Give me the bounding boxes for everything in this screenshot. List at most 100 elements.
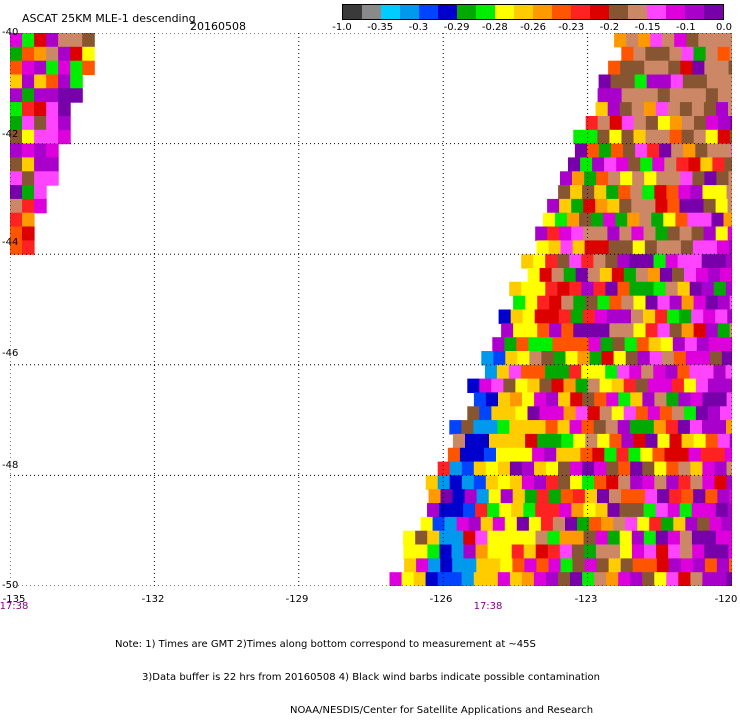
swath-cell: [705, 433, 719, 449]
swath-cell: [730, 116, 732, 131]
swath-cell: [46, 116, 59, 131]
y-tick-label: -50: [2, 580, 19, 591]
swath-cell: [473, 420, 486, 435]
swath-cell: [675, 212, 688, 228]
colorbar-segment: [419, 5, 438, 19]
swath-cell: [34, 74, 47, 89]
swath-cell: [575, 268, 589, 283]
swath-cell: [607, 102, 621, 117]
swath-cell: [22, 116, 35, 131]
colorbar-segment: [552, 5, 571, 19]
swath-cell: [716, 544, 729, 559]
swath-cell: [552, 516, 566, 532]
swath-cell: [709, 351, 723, 366]
swath-cell: [473, 461, 487, 476]
colorbar-label: -0.23: [558, 22, 585, 33]
swath-cell: [595, 102, 609, 117]
swath-cell: [558, 185, 571, 200]
swath-cell: [696, 268, 709, 283]
swath-cell: [560, 489, 574, 504]
swath-cell: [499, 530, 512, 546]
swath-cell: [722, 33, 732, 48]
swath-cell: [535, 503, 548, 518]
swath-cell: [665, 281, 679, 297]
swath-cell: [34, 185, 47, 200]
swath-cell: [640, 447, 653, 463]
swath-cell: [644, 60, 657, 76]
swath-cell: [34, 157, 47, 172]
swath-cell: [649, 351, 663, 366]
swath-cell: [487, 503, 500, 518]
swath-cell: [659, 378, 673, 393]
swath-cell: [594, 475, 607, 490]
swath-cell: [34, 88, 47, 103]
swath-cell: [717, 433, 731, 449]
swath-cell: [628, 447, 641, 463]
swath-cell: [485, 475, 499, 490]
swath-cell: [597, 323, 610, 338]
swath-cell: [521, 254, 534, 269]
swath-cell: [551, 268, 565, 283]
swath-cell: [645, 323, 659, 338]
swath-cell: [533, 420, 547, 435]
swath-cell: [579, 212, 592, 228]
swath-cell: [616, 447, 629, 463]
swath-cell: [704, 60, 717, 76]
swath-cell: [630, 572, 643, 586]
swath-cell: [729, 433, 732, 449]
swath-cell: [633, 433, 646, 449]
swath-cell: [552, 337, 565, 352]
swath-cell: [693, 323, 707, 338]
swath-cell: [665, 420, 679, 435]
swath-cell: [717, 46, 731, 62]
swath-cell: [666, 392, 679, 407]
swath-cell: [577, 351, 591, 366]
x-tick-label: -120: [714, 594, 738, 605]
swath-cell: [34, 46, 47, 62]
swath-cell: [585, 129, 598, 145]
swath-cell: [523, 503, 536, 518]
swath-cell: [569, 281, 582, 297]
swath-cell: [597, 129, 610, 145]
swath-cell: [573, 323, 586, 338]
swath-cell: [46, 171, 59, 186]
swath-cell: [688, 157, 701, 172]
swath-cell: [580, 447, 593, 463]
swath-cell: [22, 102, 35, 117]
swath-cell: [560, 240, 574, 255]
swath-cell: [10, 116, 23, 131]
swath-cell: [34, 143, 47, 158]
swath-cell: [692, 544, 705, 559]
swath-cell: [649, 516, 662, 532]
swath-cell: [479, 378, 492, 393]
swath-cell: [509, 281, 522, 297]
swath-cell: [585, 116, 599, 131]
swath-cell: [593, 281, 606, 297]
swath-cell: [46, 33, 59, 48]
swath-cell: [715, 198, 729, 214]
swath-cell: [529, 351, 542, 366]
swath-cell: [669, 489, 682, 504]
swath-cell: [704, 530, 717, 546]
swath-cell: [692, 171, 705, 186]
swath-cell: [537, 323, 550, 338]
swath-cell: [10, 198, 23, 214]
swath-cell: [511, 503, 524, 518]
swath-cell: [633, 489, 646, 504]
swath-cell: [505, 351, 518, 366]
swath-cell: [671, 406, 685, 421]
swath-cell: [22, 171, 35, 186]
swath-cell: [585, 323, 598, 338]
swath-cell: [654, 185, 667, 200]
swath-cell: [58, 74, 71, 89]
swath-cell: [570, 572, 583, 586]
swath-cell: [559, 503, 572, 518]
swath-cell: [664, 157, 677, 172]
colorbar-segment: [400, 5, 419, 19]
swath-cell: [606, 185, 619, 200]
swath-cell: [582, 461, 595, 476]
swath-cell: [500, 558, 513, 573]
swath-cell: [726, 461, 732, 476]
swath-cell: [657, 323, 671, 338]
swath-cell: [549, 295, 562, 311]
